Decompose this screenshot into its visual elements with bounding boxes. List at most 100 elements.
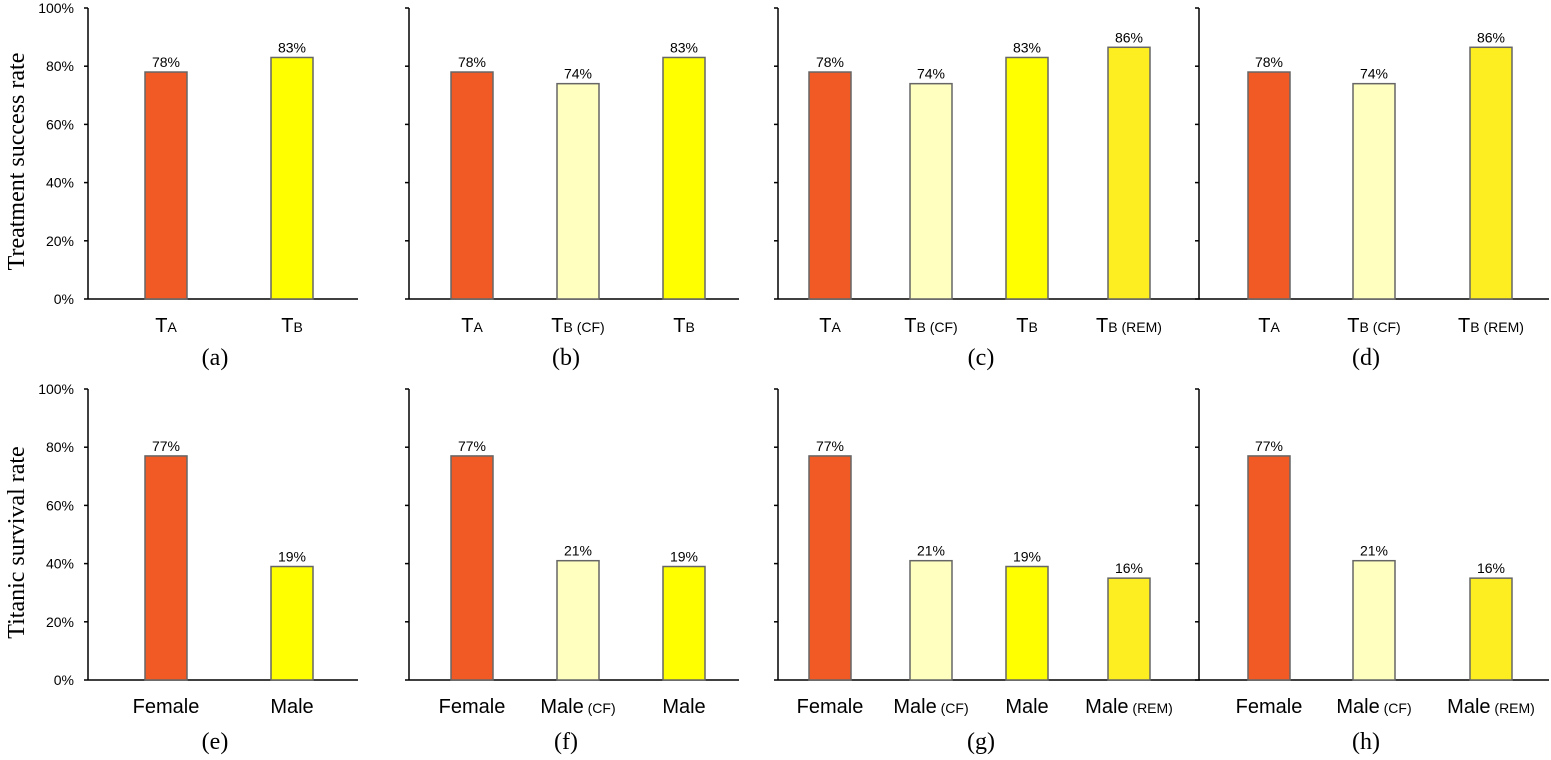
bar-value-label: 19% — [278, 549, 306, 565]
bar — [144, 455, 188, 681]
category-label: Male (REM) — [1085, 696, 1173, 718]
chart-panel-c: 78% TA 74% TB (CF) 83% TB 86% TB (REM) (c) — [774, 7, 1200, 371]
panel-caption: (h) — [1352, 729, 1380, 755]
bar-value-label: 77% — [816, 438, 844, 454]
bar — [1247, 455, 1291, 681]
y-tick-label: 100% — [38, 0, 74, 16]
panel-caption: (f) — [554, 729, 578, 755]
category-label: Male (CF) — [1336, 696, 1411, 718]
category-label: Female — [797, 696, 864, 718]
panel-caption: (e) — [202, 729, 229, 755]
bar — [1107, 46, 1151, 300]
bar — [909, 82, 953, 300]
panel-caption: (d) — [1352, 345, 1380, 371]
chart-panel-b: 78% TA 74% TB (CF) 83% TB (b) — [405, 7, 739, 371]
chart-panel-a: 0% 20% 40% 60% 80% 100% Treatment success rate… — [4, 0, 358, 371]
bar-value-label: 83% — [670, 39, 698, 55]
bar-value-label: 86% — [1477, 29, 1505, 45]
bar — [270, 565, 314, 681]
bar — [808, 455, 852, 681]
bar — [450, 455, 494, 681]
y-tick-label: 80% — [46, 439, 74, 455]
category-label: Male — [1005, 696, 1048, 718]
y-axis-title: Titanic survival rate — [4, 446, 30, 638]
bar-value-label: 74% — [917, 66, 945, 82]
bar — [450, 71, 494, 300]
category-label: TB (CF) — [904, 315, 957, 337]
bar — [662, 565, 706, 681]
category-label: TB (REM) — [1096, 315, 1162, 337]
category-label: TA — [155, 315, 177, 337]
bar — [1469, 46, 1513, 300]
bar-value-label: 21% — [564, 543, 592, 559]
bar — [556, 82, 600, 300]
bar-value-label: 77% — [458, 438, 486, 454]
bar — [1005, 56, 1049, 300]
y-tick-label: 40% — [46, 175, 74, 191]
chart-panel-h: 77% Female 21% Male (CF) 16% Male (REM) (h) — [1195, 388, 1549, 755]
y-tick-label: 40% — [46, 556, 74, 572]
chart-panel-d: 78% TA 74% TB (CF) 86% TB (REM) (d) — [1195, 7, 1549, 371]
category-label: TB — [281, 315, 303, 337]
bar-value-label: 74% — [564, 66, 592, 82]
bar-value-label: 21% — [917, 543, 945, 559]
bar-value-label: 16% — [1115, 560, 1143, 576]
bar — [1469, 577, 1513, 681]
y-tick-label: 60% — [46, 116, 74, 132]
bar-value-label: 78% — [1255, 54, 1283, 70]
category-label: Male — [662, 696, 705, 718]
y-tick-label: 0% — [54, 672, 74, 688]
category-label: Female — [439, 696, 506, 718]
y-tick-label: 80% — [46, 58, 74, 74]
panel-caption: (a) — [202, 345, 229, 371]
category-label: Male (CF) — [540, 696, 615, 718]
category-label: TB (REM) — [1458, 315, 1524, 337]
category-label: TA — [819, 315, 841, 337]
bar — [270, 56, 314, 300]
bar — [1247, 71, 1291, 300]
category-label: Male (REM) — [1447, 696, 1535, 718]
category-label: TB (CF) — [1347, 315, 1400, 337]
panel-caption: (g) — [967, 729, 995, 755]
y-tick-label: 20% — [46, 233, 74, 249]
bar-value-label: 83% — [278, 39, 306, 55]
bar — [556, 559, 600, 681]
category-label: Female — [133, 696, 200, 718]
bar — [662, 56, 706, 300]
bar-value-label: 16% — [1477, 560, 1505, 576]
chart-panel-e: 0% 20% 40% 60% 80% 100% Titanic survival rate 7… — [4, 381, 358, 755]
bar-value-label: 19% — [670, 549, 698, 565]
bar-value-label: 77% — [1255, 438, 1283, 454]
bar-value-label: 86% — [1115, 29, 1143, 45]
y-tick-label: 100% — [38, 381, 74, 397]
category-label: TA — [461, 315, 483, 337]
bar-value-label: 74% — [1360, 66, 1388, 82]
bar-value-label: 21% — [1360, 543, 1388, 559]
category-label: Male — [270, 696, 313, 718]
bar-value-label: 83% — [1013, 39, 1041, 55]
category-label: TB — [1016, 315, 1038, 337]
category-label: Female — [1236, 696, 1303, 718]
chart-panel-f: 77% Female 21% Male (CF) 19% Male (f) — [405, 388, 739, 755]
y-tick-label: 0% — [54, 291, 74, 307]
bar-value-label: 78% — [816, 54, 844, 70]
bar — [1352, 559, 1396, 681]
bar — [144, 71, 188, 300]
bar — [1107, 577, 1151, 681]
category-label: TA — [1258, 315, 1280, 337]
bar-value-label: 78% — [458, 54, 486, 70]
bar — [909, 559, 953, 681]
bar — [1352, 82, 1396, 300]
chart-panel-g: 77% Female 21% Male (CF) 19% Male 16% Male (REM… — [774, 388, 1200, 755]
bar — [808, 71, 852, 300]
bar-value-label: 19% — [1013, 549, 1041, 565]
y-tick-label: 20% — [46, 614, 74, 630]
y-tick-label: 60% — [46, 497, 74, 513]
category-label: TB — [673, 315, 695, 337]
y-axis-title: Treatment success rate — [4, 53, 30, 271]
panel-caption: (c) — [968, 345, 995, 371]
panel-caption: (b) — [552, 345, 580, 371]
category-label: Male (CF) — [893, 696, 968, 718]
bar-value-label: 78% — [152, 54, 180, 70]
